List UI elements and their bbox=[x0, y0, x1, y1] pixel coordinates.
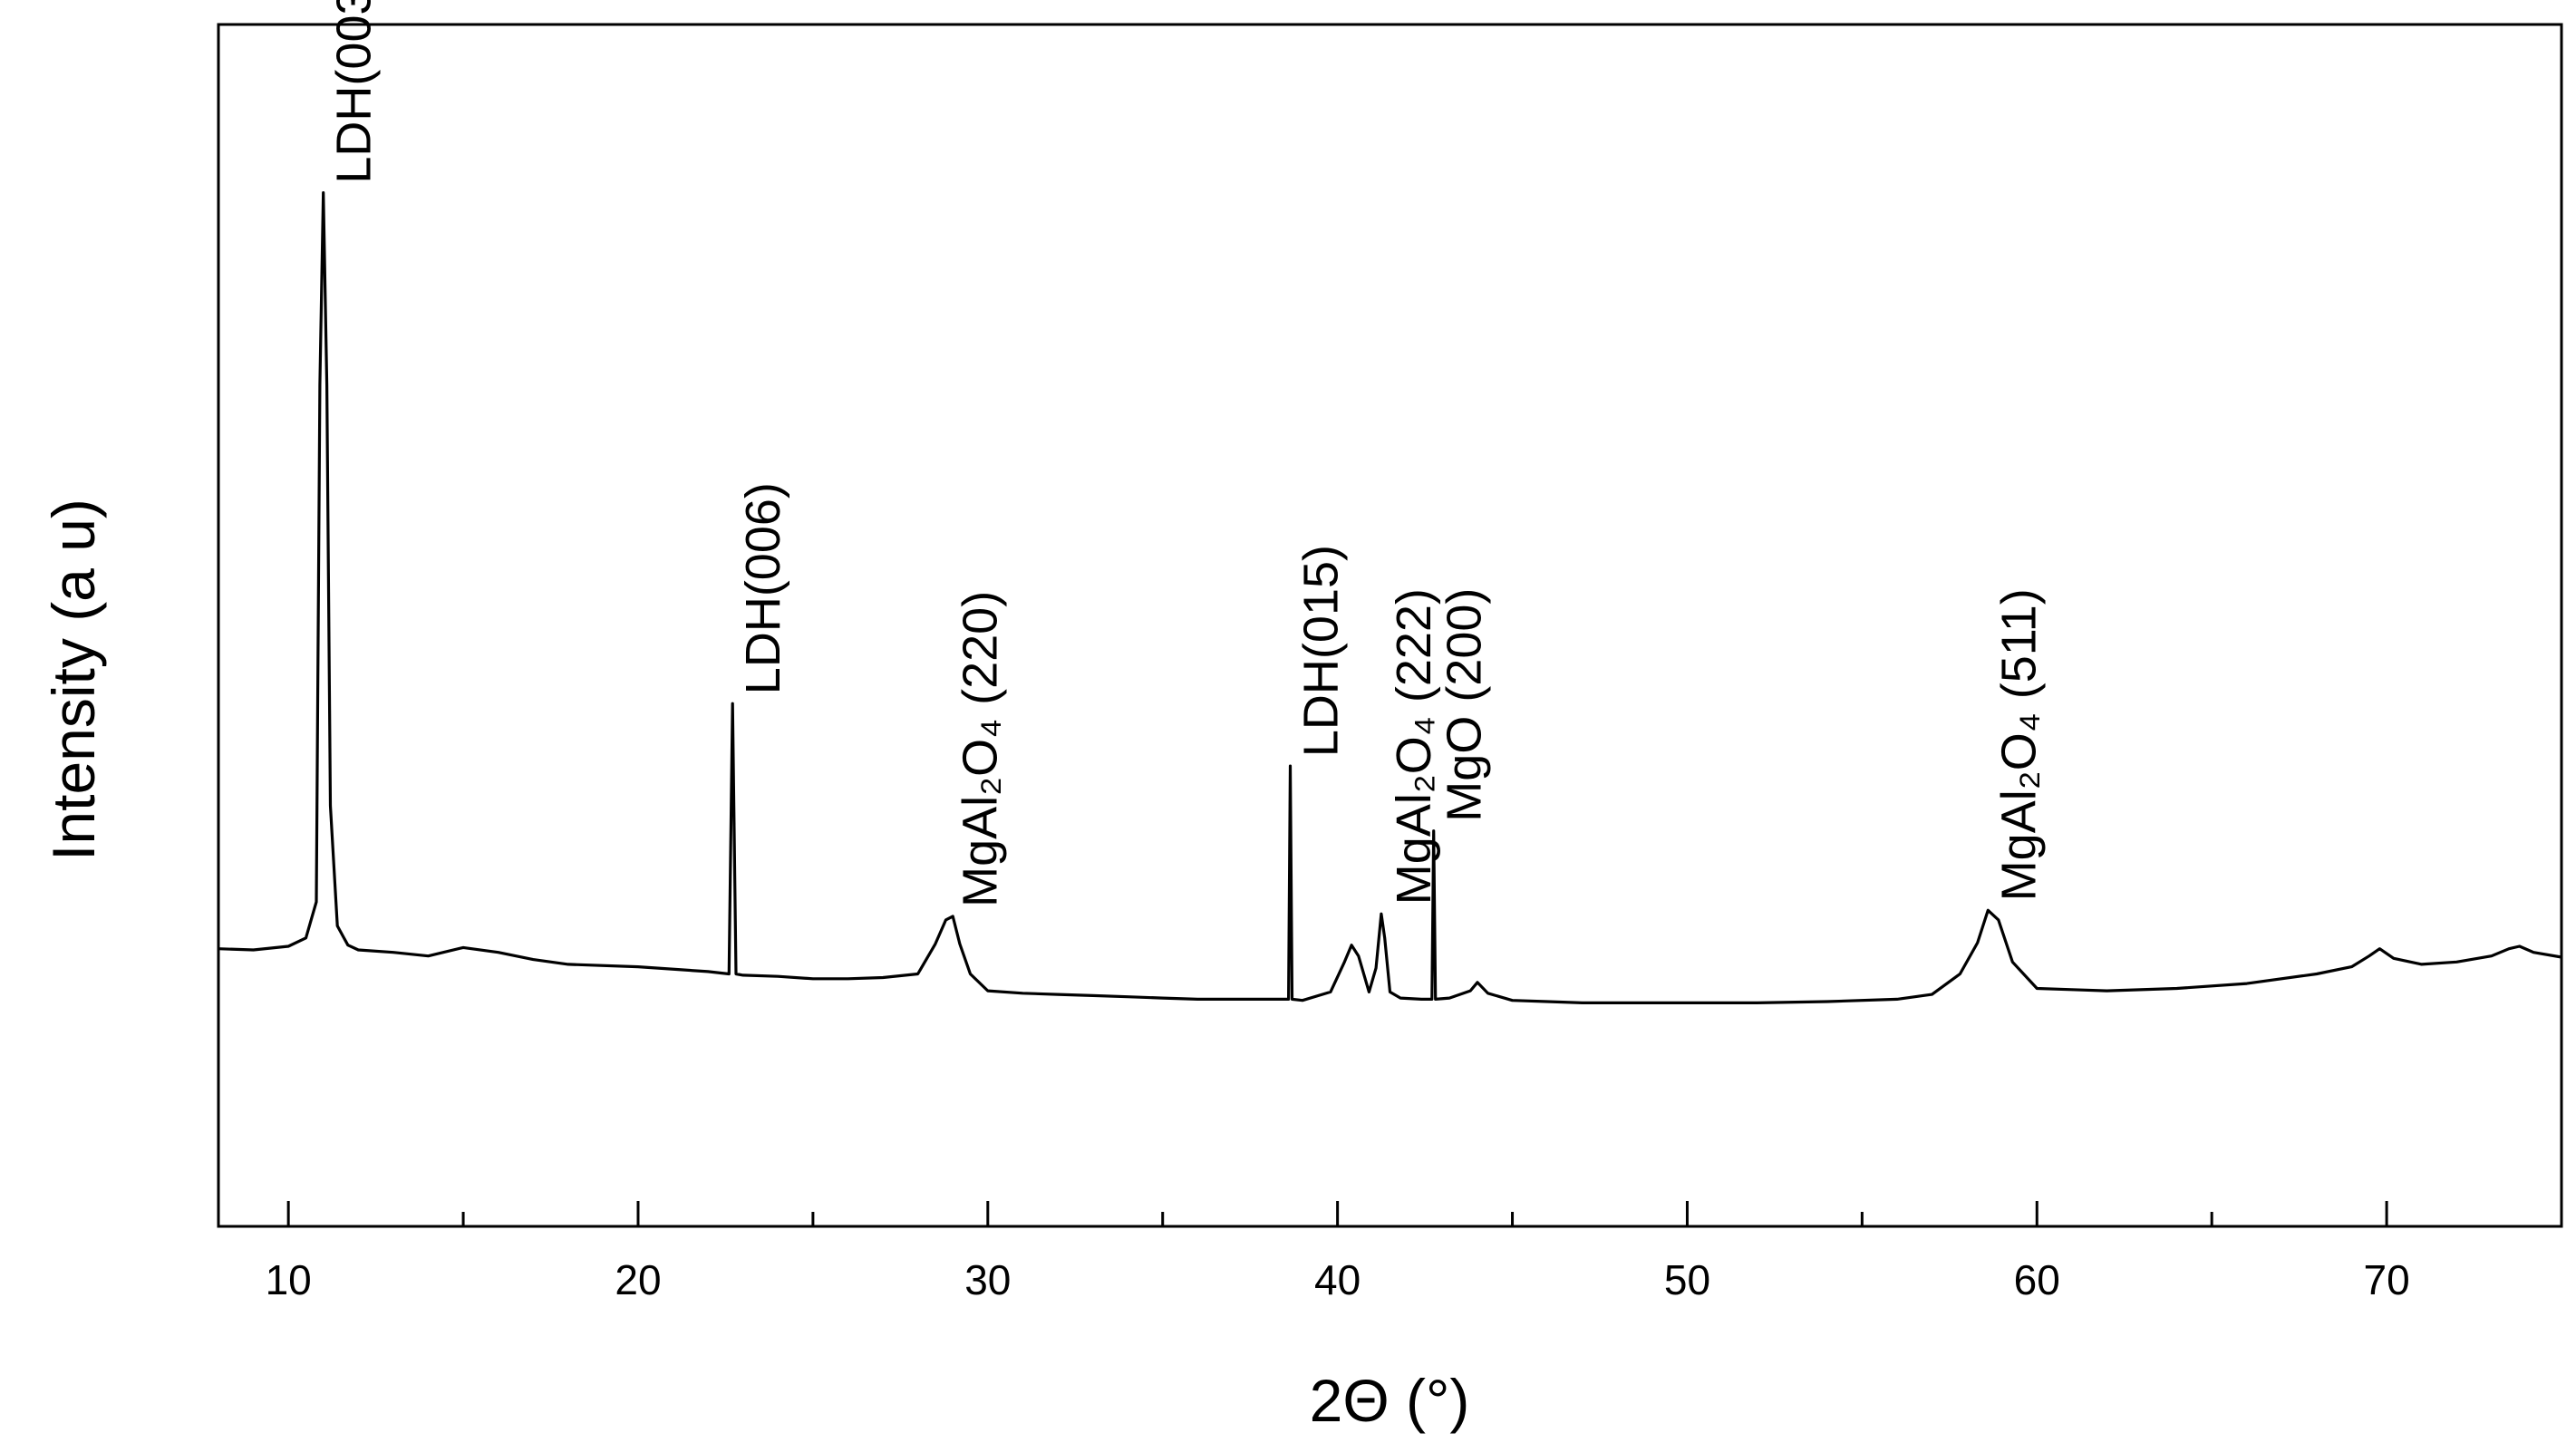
peak-annotation: LDH(006) bbox=[736, 482, 790, 694]
peak-annotation: MgO (200) bbox=[1438, 588, 1492, 822]
xrd-series-line bbox=[218, 191, 2562, 1004]
y-axis-title: Intensity (a u) bbox=[40, 499, 107, 861]
peak-annotations: LDH(003) LDH(006) MgAl₂O₄ (220) LDH(015) MgA… bbox=[327, 0, 2047, 907]
x-tick-label: 50 bbox=[1664, 1256, 1710, 1303]
peak-annotation: MgAl₂O₄ (222) bbox=[1387, 588, 1441, 905]
x-tick-label: 30 bbox=[964, 1256, 1011, 1303]
peak-annotation: MgAl₂O₄ (511) bbox=[1991, 588, 2046, 901]
plot-frame bbox=[217, 23, 2563, 1228]
series-layer bbox=[218, 191, 2562, 1004]
x-tick-label: 40 bbox=[1314, 1256, 1361, 1303]
x-tick-label: 70 bbox=[2364, 1256, 2410, 1303]
x-tick-label: 20 bbox=[615, 1256, 661, 1303]
x-axis-title: 2Θ (°) bbox=[1310, 1367, 1470, 1434]
peak-annotation: LDH(003) bbox=[327, 0, 382, 184]
x-axis-tick-labels: 10 20 30 40 50 60 70 bbox=[266, 1256, 2410, 1303]
x-axis-ticks bbox=[286, 1201, 2388, 1226]
peak-annotation: LDH(015) bbox=[1294, 545, 1349, 757]
peak-annotation: MgAl₂O₄ (220) bbox=[953, 591, 1007, 907]
x-tick-label: 10 bbox=[266, 1256, 312, 1303]
x-tick-label: 60 bbox=[2014, 1256, 2060, 1303]
